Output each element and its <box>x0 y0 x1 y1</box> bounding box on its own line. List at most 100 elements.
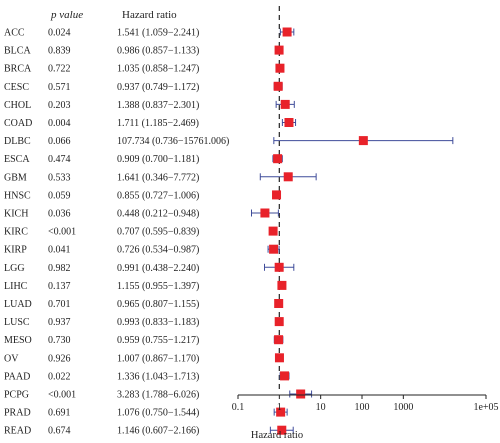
row-cancer-label: ACC <box>4 28 25 39</box>
hazard-ratio-marker <box>275 63 285 73</box>
hazard-ratio-marker <box>273 154 283 164</box>
x-tick-label: 1000 <box>393 402 413 413</box>
row-hazard-ratio-text: 1.146 (0.607−2.166) <box>117 426 199 437</box>
row-hazard-ratio-text: 0.993 (0.833−1.183) <box>117 317 199 328</box>
hazard-ratio-marker <box>277 280 287 290</box>
table-row: HNSC 0.059 0.855 (0.727−1.006) <box>4 190 199 201</box>
row-hazard-ratio-text: 1.541 (1.059−2.241) <box>117 28 199 39</box>
row-cancer-label: GBM <box>4 172 27 183</box>
row-cancer-label: CESC <box>4 82 29 93</box>
row-marks <box>250 208 279 218</box>
table-row: BLCA 0.839 0.986 (0.857−1.133) <box>4 46 199 57</box>
row-hazard-ratio-text: 1.155 (0.955−1.397) <box>117 281 199 292</box>
hazard-ratio-marker <box>277 425 287 435</box>
hazard-ratio-marker <box>260 208 270 218</box>
table-row: OV 0.926 1.007 (0.867−1.170) <box>4 353 199 364</box>
row-p-value: 0.041 <box>48 245 71 256</box>
row-hazard-ratio-text: 1.035 (0.858−1.247) <box>117 64 199 75</box>
row-cancer-label: OV <box>4 353 19 364</box>
table-row: LUSC 0.937 0.993 (0.833−1.183) <box>4 317 199 328</box>
table-row: ACC 0.024 1.541 (1.059−2.241) <box>4 28 199 39</box>
row-p-value: 0.571 <box>48 82 71 93</box>
row-marks <box>273 407 288 417</box>
row-marks <box>281 118 297 127</box>
row-p-value: 0.024 <box>48 28 71 39</box>
hazard-ratio-marker <box>274 335 284 345</box>
row-marks <box>274 317 284 327</box>
row-p-value: 0.701 <box>48 299 71 310</box>
row-p-value: 0.937 <box>48 317 71 328</box>
table-row: LGG 0.982 0.991 (0.438−2.240) <box>4 263 199 274</box>
hazard-ratio-marker <box>283 172 293 182</box>
table-row: PRAD 0.691 1.076 (0.750−1.544) <box>4 408 199 419</box>
hazard-ratio-marker <box>296 389 306 399</box>
row-marks <box>267 244 280 254</box>
hazard-ratio-marker <box>358 136 368 146</box>
table-row: MESO 0.730 0.959 (0.755−1.217) <box>4 335 199 346</box>
row-p-value: 0.926 <box>48 353 71 364</box>
row-hazard-ratio-text: 0.937 (0.749−1.172) <box>117 82 199 93</box>
row-cancer-label: MESO <box>4 335 32 346</box>
x-tick-label: 10 <box>316 402 326 413</box>
row-marks <box>289 389 313 399</box>
row-cancer-label: COAD <box>4 118 32 129</box>
table-row: READ 0.674 1.146 (0.607−2.166) <box>4 426 199 437</box>
table-row: LUAD 0.701 0.965 (0.807−1.155) <box>4 299 199 310</box>
hazard-ratio-marker <box>274 45 284 55</box>
x-tick-label: 1e+05 <box>473 402 498 413</box>
row-hazard-ratio-text: 0.448 (0.212−0.948) <box>117 209 199 220</box>
plot-marks <box>250 27 454 435</box>
row-marks <box>272 190 282 200</box>
row-cancer-label: BRCA <box>4 64 32 75</box>
row-cancer-label: READ <box>4 426 31 437</box>
row-p-value: 0.066 <box>48 136 71 147</box>
row-marks <box>264 262 295 272</box>
row-hazard-ratio-text: 0.726 (0.534−0.987) <box>117 245 199 256</box>
table-row: LIHC 0.137 1.155 (0.955−1.397) <box>4 281 199 292</box>
row-hazard-ratio-text: 0.986 (0.857−1.133) <box>117 46 199 57</box>
table-row: KIRP 0.041 0.726 (0.534−0.987) <box>4 245 199 256</box>
row-p-value: 0.036 <box>48 209 71 220</box>
row-hazard-ratio-text: 1.007 (0.867−1.170) <box>117 353 199 364</box>
table-row: PCPG <0.001 3.283 (1.788−6.026) <box>4 390 199 401</box>
row-p-value: 0.137 <box>48 281 71 292</box>
hazard-ratio-marker <box>268 226 278 236</box>
row-cancer-label: BLCA <box>4 46 31 57</box>
table-row: KICH 0.036 0.448 (0.212−0.948) <box>4 209 199 220</box>
x-tick-label: 0.1 <box>232 402 245 413</box>
row-hazard-ratio-text: 3.283 (1.788−6.026) <box>117 390 199 401</box>
hazard-ratio-marker <box>282 27 292 37</box>
x-axis-title: Hazard ratio <box>251 430 303 441</box>
row-hazard-ratio-text: 0.855 (0.727−1.006) <box>117 190 199 201</box>
row-cancer-label: PAAD <box>4 371 30 382</box>
row-marks <box>273 81 283 91</box>
table-row: CHOL 0.203 1.388 (0.837−2.301) <box>4 100 199 111</box>
row-hazard-ratio-text: 1.641 (0.346−7.772) <box>117 172 199 183</box>
row-marks <box>279 27 295 37</box>
table-row: GBM 0.533 1.641 (0.346−7.772) <box>4 172 199 183</box>
row-hazard-ratio-text: 0.965 (0.807−1.155) <box>117 299 199 310</box>
row-cancer-label: LIHC <box>4 281 28 292</box>
row-p-value: 0.982 <box>48 263 71 274</box>
p-value-header: p value <box>50 9 83 21</box>
row-cancer-label: HNSC <box>4 190 31 201</box>
row-marks <box>273 335 284 345</box>
row-p-value: 0.691 <box>48 408 71 419</box>
table-row: BRCA 0.722 1.035 (0.858−1.247) <box>4 64 199 75</box>
table-rows: ACC 0.024 1.541 (1.059−2.241) BLCA 0.839 0.98… <box>4 28 229 437</box>
row-p-value: <0.001 <box>48 390 76 401</box>
row-marks <box>279 371 290 381</box>
table-row: PAAD 0.022 1.336 (1.043−1.713) <box>4 371 199 382</box>
row-marks <box>274 45 284 55</box>
row-p-value: 0.203 <box>48 100 71 111</box>
row-p-value: 0.839 <box>48 46 71 57</box>
x-axis: 0.1 1 10 100 1000 1e+05 <box>232 394 499 413</box>
row-cancer-label: KIRC <box>4 227 28 238</box>
row-cancer-label: KIRP <box>4 245 27 256</box>
row-marks <box>275 99 295 109</box>
row-marks <box>273 136 454 146</box>
row-marks <box>272 154 283 164</box>
hazard-ratio-marker <box>273 81 283 91</box>
